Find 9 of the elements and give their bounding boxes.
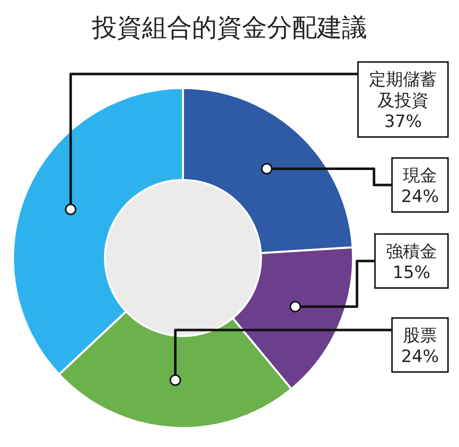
data-label: 24% [401, 187, 439, 207]
data-label: 37% [384, 112, 422, 132]
slice-label: 強積金 [386, 242, 437, 262]
data-label: 15% [392, 263, 430, 283]
slice-label: 股票 [403, 326, 437, 346]
slice-label: 現金 [403, 166, 437, 186]
slice-label: 定期儲蓄及投資 [369, 70, 437, 111]
chart-title: 投資組合的資金分配建議 [91, 13, 367, 42]
data-label: 24% [401, 347, 439, 367]
